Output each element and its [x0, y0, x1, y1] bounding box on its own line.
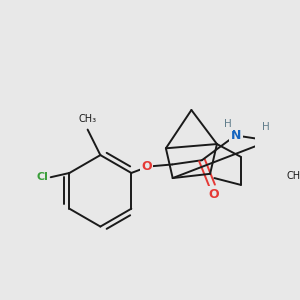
Text: H: H	[262, 122, 270, 132]
Text: H: H	[224, 119, 231, 130]
Text: Cl: Cl	[36, 172, 48, 182]
Text: O: O	[208, 188, 219, 201]
Text: CH₃: CH₃	[79, 114, 97, 124]
Text: N: N	[231, 129, 241, 142]
Text: O: O	[141, 160, 152, 173]
Text: CH₃: CH₃	[286, 171, 300, 182]
